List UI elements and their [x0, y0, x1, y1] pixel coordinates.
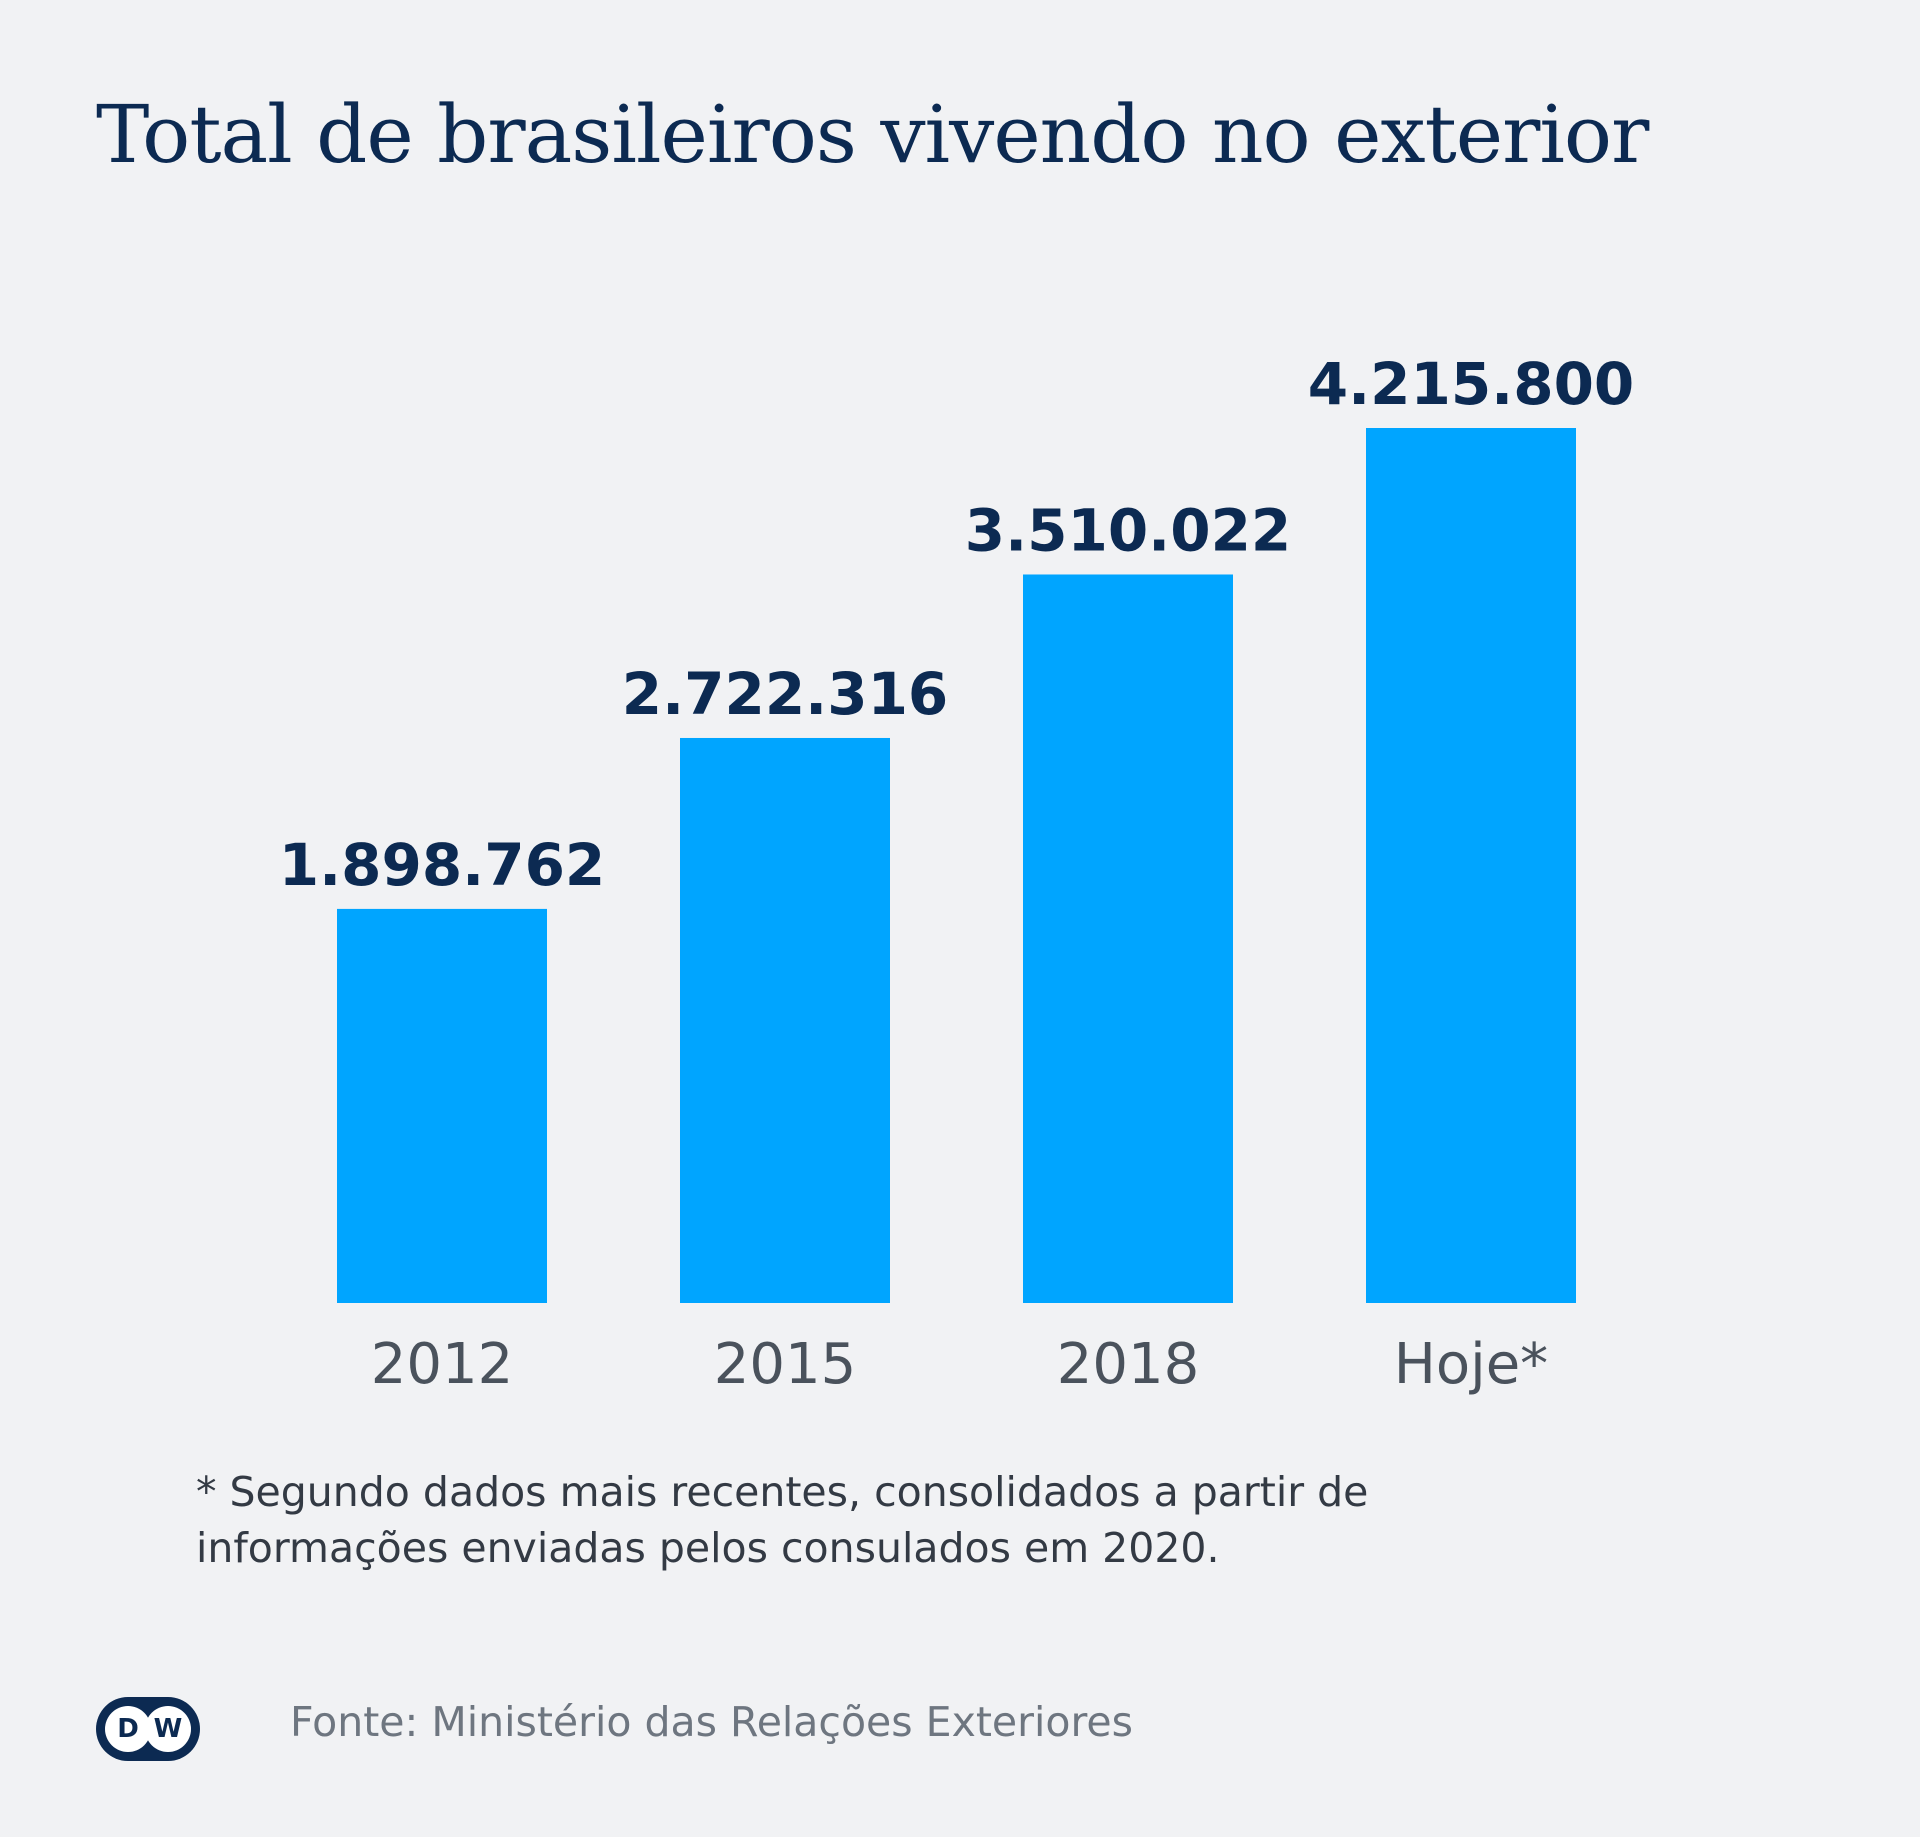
- category-label-1: 2012: [371, 1332, 514, 1397]
- value-label-1: 1.898.762: [279, 831, 606, 899]
- category-label-4: Hoje*: [1394, 1332, 1548, 1397]
- bar-1: [337, 908, 547, 1303]
- category-label-3: 2018: [1057, 1332, 1200, 1397]
- footnote: * Segundo dados mais recentes, consolida…: [196, 1464, 1496, 1576]
- value-label-4: 4.215.800: [1308, 350, 1635, 418]
- bar-3: [1023, 574, 1233, 1303]
- category-label-2: 2015: [714, 1332, 857, 1397]
- dw-logo-d: D: [105, 1706, 151, 1752]
- bar-2: [680, 737, 890, 1303]
- chart-title: Total de brasileiros vivendo no exterior: [96, 88, 1649, 181]
- value-label-2: 2.722.316: [622, 660, 949, 728]
- value-label-3: 3.510.022: [965, 496, 1292, 564]
- footnote-line-1: * Segundo dados mais recentes, consolida…: [196, 1468, 1369, 1516]
- bar-4: [1366, 428, 1576, 1303]
- source-credit: Fonte: Ministério das Relações Exteriore…: [290, 1698, 1134, 1746]
- dw-logo: D W: [96, 1697, 200, 1761]
- dw-logo-w: W: [145, 1706, 191, 1752]
- footnote-line-2: informações enviadas pelos consulados em…: [196, 1524, 1220, 1572]
